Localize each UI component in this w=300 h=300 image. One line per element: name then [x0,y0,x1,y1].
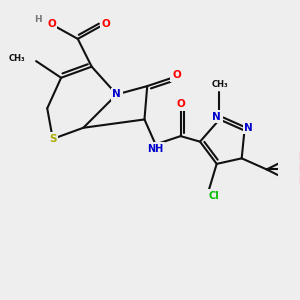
Text: NH: NH [147,144,164,154]
Text: H: H [34,15,41,24]
Text: N: N [212,112,221,122]
Text: O: O [172,70,181,80]
Text: O: O [176,99,185,109]
Text: CH₃: CH₃ [211,80,228,89]
Text: N: N [112,89,121,99]
Text: F: F [298,164,300,174]
Text: O: O [101,19,110,28]
Text: CH₃: CH₃ [8,54,25,63]
Text: Cl: Cl [208,191,219,201]
Text: S: S [49,134,56,144]
Text: F: F [298,177,300,187]
Text: N: N [244,123,253,133]
Text: F: F [298,152,300,162]
Text: O: O [47,19,56,28]
